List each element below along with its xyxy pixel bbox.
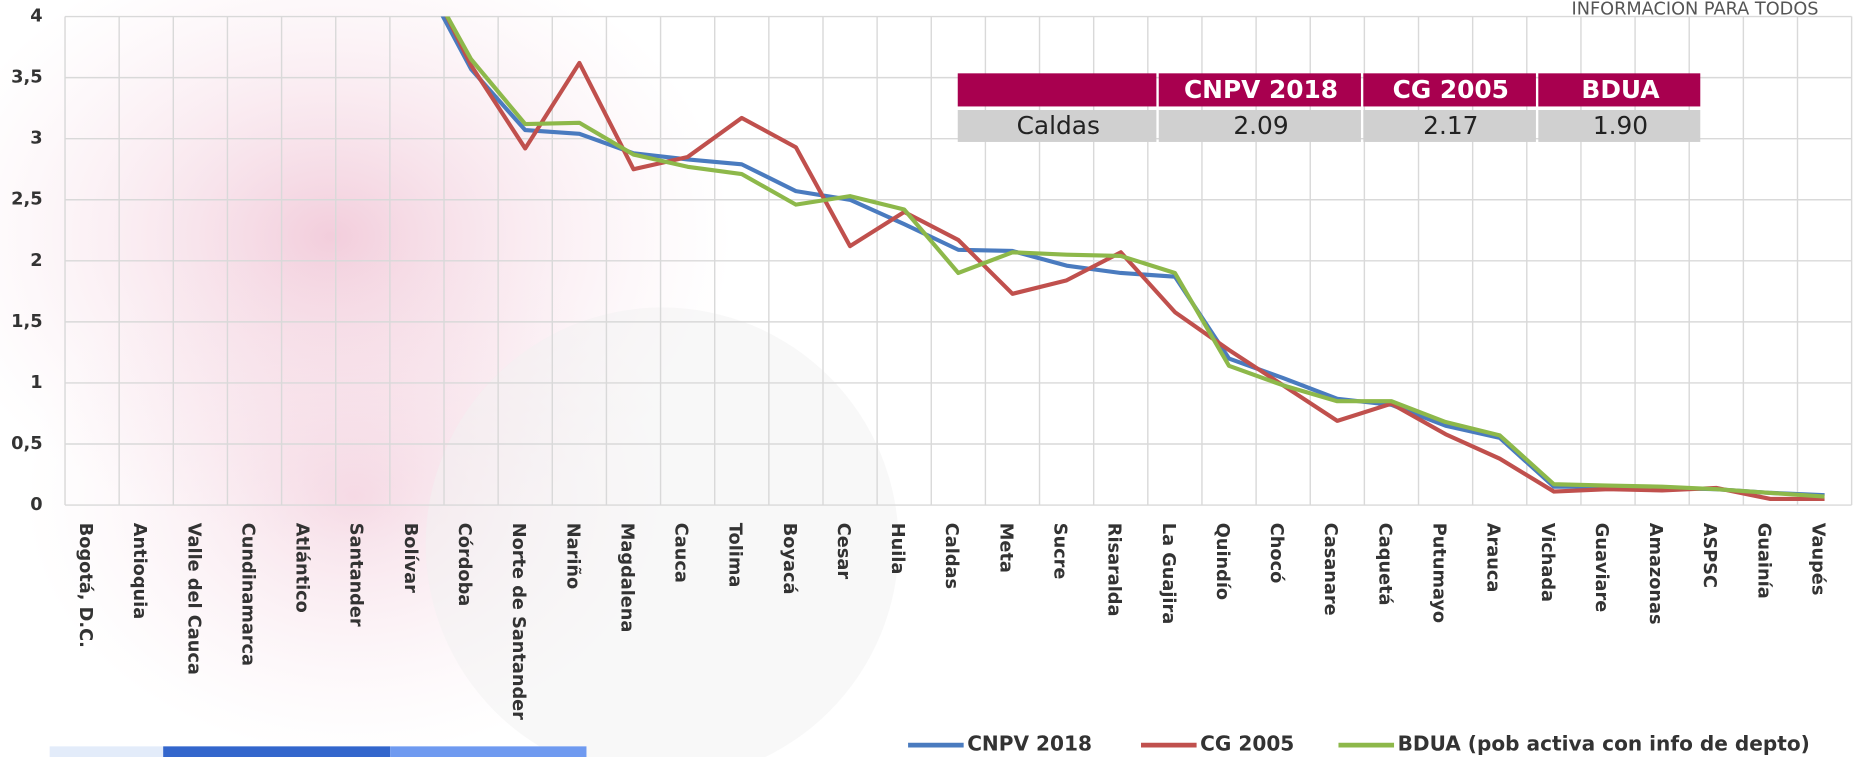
legend-label: CG 2005 <box>1200 732 1294 756</box>
x-tick-label: Atlántico <box>292 523 312 613</box>
table-cell-text: 2.17 <box>1423 111 1478 140</box>
table-header-text: CNPV 2018 <box>1184 75 1338 104</box>
x-tick-label: Huila <box>887 523 907 575</box>
x-tick-label: Bogotá, D.C. <box>75 523 95 648</box>
legend-label: CNPV 2018 <box>967 732 1092 756</box>
y-tick-label: 3 <box>30 129 42 149</box>
table-header-cell <box>1538 73 1701 107</box>
x-tick-label: Santander <box>346 523 366 627</box>
x-tick-label: Magdalena <box>616 523 636 633</box>
x-tick-label: Vaupés <box>1807 523 1827 596</box>
x-tick-label: Norte de Santander <box>508 523 528 720</box>
x-tick-label: Antioquia <box>129 523 149 619</box>
table-header-text: CG 2005 <box>1393 75 1509 104</box>
series-line <box>445 16 1825 499</box>
y-tick-label: 2 <box>30 251 42 271</box>
x-tick-label: Amazonas <box>1645 523 1665 625</box>
x-tick-label: Guainía <box>1753 523 1773 599</box>
y-tick-label: 2,5 <box>11 190 42 210</box>
y-tick-label: 4 <box>30 7 42 27</box>
brand-tagline: INFORMACION PARA TODOS <box>1571 0 1818 19</box>
x-tick-label: Bolívar <box>400 523 420 593</box>
table-cell <box>1158 110 1361 142</box>
x-tick-label: Arauca <box>1483 523 1503 592</box>
x-tick-label: ASPSC <box>1699 523 1719 588</box>
x-tick-label: Chocó <box>1266 523 1286 583</box>
table-header-cell <box>1363 73 1536 107</box>
x-tick-label: Sucre <box>1050 523 1070 580</box>
x-tick-label: Caquetá <box>1374 523 1394 606</box>
y-tick-label: 0 <box>30 495 42 515</box>
y-tick-label: 3,5 <box>11 68 42 88</box>
table-header-cell <box>1158 73 1361 107</box>
x-tick-label: Cauca <box>671 523 691 583</box>
x-tick-label: Risaralda <box>1104 523 1124 617</box>
legend-label: BDUA (pob activa con info de depto) <box>1398 732 1810 756</box>
series-line <box>444 16 1825 501</box>
y-tick-label: 1 <box>30 373 42 393</box>
x-tick-label: Cesar <box>833 523 853 580</box>
x-tick-label: Quindío <box>1212 523 1232 600</box>
table-cell <box>957 110 1157 142</box>
y-tick-label: 1,5 <box>11 312 42 332</box>
x-tick-label: Valle del Cauca <box>183 523 203 675</box>
x-tick-label: Putumayo <box>1428 523 1448 623</box>
x-tick-label: Córdoba <box>454 523 474 606</box>
x-tick-label: Casanare <box>1320 523 1340 616</box>
x-tick-label: Nariño <box>562 523 582 589</box>
table-cell <box>1538 110 1701 142</box>
y-tick-label: 0,5 <box>11 434 42 454</box>
table-header-text: BDUA <box>1581 75 1660 104</box>
table-cell-text: 1.90 <box>1593 111 1648 140</box>
x-tick-label: Vichada <box>1537 523 1557 602</box>
x-tick-label: Tolima <box>725 523 745 587</box>
x-tick-label: Boyacá <box>779 523 799 595</box>
table-header-cell <box>957 73 1157 107</box>
x-tick-label: Meta <box>995 523 1015 573</box>
x-tick-label: Cundinamarca <box>237 523 257 666</box>
decoration <box>0 0 899 757</box>
table-cell <box>1363 110 1536 142</box>
x-tick-label: Guaviare <box>1591 523 1611 612</box>
x-tick-label: Caldas <box>941 523 961 589</box>
table-cell-text: 2.09 <box>1233 111 1288 140</box>
x-tick-label: La Guajira <box>1158 523 1178 624</box>
table-row-label: Caldas <box>1017 111 1100 140</box>
